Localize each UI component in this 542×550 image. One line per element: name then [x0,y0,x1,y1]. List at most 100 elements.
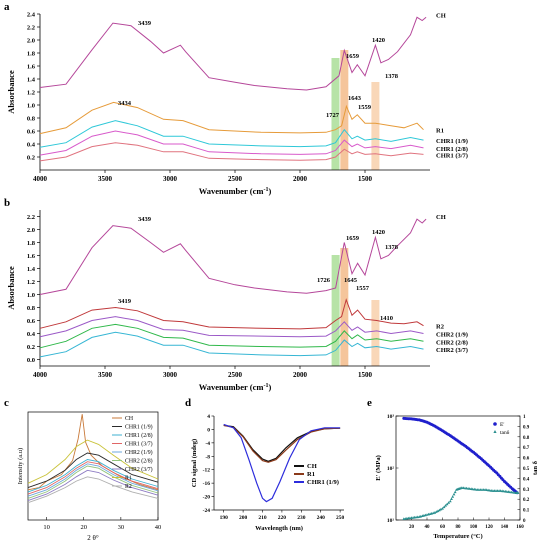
peak-annotation: 1420 [372,37,385,44]
peak-annotation: 1727 [326,112,340,119]
series-line [39,298,424,330]
series-label: R1 [436,128,444,135]
series-line [223,424,341,463]
panel-label-c: c [4,397,9,409]
series-label: CH [436,12,446,19]
panel-label-e: e [367,397,372,409]
chart-panel-b: 4000 3500 3000 2500 2000 1500 0.0 0.2 0.4 0.6 0.8 1… [6,210,468,392]
y-tick-label: 0.2 [27,155,35,162]
series-line [39,316,424,338]
data-point-tan-delta [441,507,444,510]
y-tick-label: 0.0 [27,357,35,364]
peak-annotation: 3439 [138,20,152,27]
x-tick-label: 3000 [163,371,178,379]
legend-label: tanδ [500,430,510,436]
y-tick-label: -16 [203,481,211,487]
y-tick-label: 1.0 [27,103,35,110]
series-line [39,218,427,295]
x-tick-label: 140 [501,525,509,530]
legend-label: CHR1 (3/7) [125,441,153,448]
y-tick-label: 0.6 [27,318,36,325]
y-tick-label: 1.4 [27,266,36,273]
series-label: CHR1 (1/9) [436,138,468,145]
data-point-tan-delta [438,508,441,512]
x-tick-label: 160 [516,525,524,530]
y2-tick-label: 0.2 [523,498,530,503]
series-label: R2 [436,324,444,331]
legend-label: CHR1 (2/8) [125,432,153,439]
series-line [27,439,159,484]
y2-tick-label: 0.7 [523,446,530,451]
y-tick-label: -20 [203,495,211,501]
x-axis-label: Temperature (°C) [433,533,482,540]
y-axis-label: Absorbance [6,266,16,310]
series-line [27,463,159,497]
legend-label: CHR2 (2/8) [125,458,153,465]
peak-annotation: 1559 [358,104,372,111]
x-axis-label: Wavelength (nm) [255,525,303,532]
x-axis-label: 2 θ° [87,534,99,542]
x-tick-label: 30 [118,524,125,531]
y-tick-label: 0.8 [27,305,36,312]
series-line [39,142,424,162]
peak-annotation: 1659 [346,235,360,242]
data-point-tan-delta [434,510,438,513]
legend-label: R2 [125,484,132,490]
y-axis-label: Absorbance [6,70,16,114]
peak-annotation: 1659 [346,53,360,60]
x-tick-label: 190 [220,515,229,521]
data-point-tan-delta [444,504,447,507]
data-point-tan-delta [450,497,453,500]
chart-panel-d: 190 200 210 220 230 240 250 4 0 -4 -8 -12 -16 -20 -24 W… [191,414,344,532]
x-tick-label: 20 [80,524,87,531]
series-line [39,331,424,358]
y-tick-label: 0.8 [27,116,36,123]
x-tick-label: 220 [278,515,287,521]
x-tick-label: 1500 [358,175,373,183]
y-axis-label: CD signal (mdeg) [191,439,198,487]
peak-annotation: 1726 [317,277,331,284]
peak-annotation: 1378 [385,73,399,80]
y2-tick-label: 1 [523,415,526,420]
x-tick-label: 3500 [98,371,113,379]
peak-annotation: 1643 [348,95,362,102]
x-tick-label: 230 [297,515,306,521]
y-tick-label: 0.4 [27,142,36,149]
series-line [27,459,159,493]
legend-label: CHR1 (1/9) [307,479,339,486]
x-tick-label: 3000 [163,175,178,183]
x-tick-label: 1500 [358,371,373,379]
x-tick-label: 200 [239,515,248,521]
y2-tick-label: 0 [523,519,526,524]
x-axis-label: Wavenumber (cm-1) [199,382,272,392]
y-tick-label: 0.4 [27,331,36,338]
legend-label: CHR1 (1/9) [125,424,153,431]
series-label: CHR2 (3/7) [436,347,468,354]
peak-annotation: 3439 [138,216,152,223]
x-tick-label: 80 [456,525,462,530]
y-tick-label: 1.2 [27,90,35,97]
y-tick-label: 1.6 [27,253,36,260]
y-tick-label: 0 [207,427,210,433]
series-line [39,16,427,91]
x-tick-label: 20 [409,525,415,530]
x-tick-label: 40 [155,524,162,531]
x-tick-label: 240 [317,515,326,521]
data-point-tan-delta [442,505,446,509]
series-line [223,424,341,462]
data-point-tan-delta [448,499,452,503]
series-line [39,120,424,148]
legend-label: CHR2 (3/7) [125,466,153,473]
highlight-band [340,50,349,170]
x-tick-label: 210 [258,515,267,521]
x-tick-label: 120 [485,525,493,530]
y-tick-label: 2.0 [27,227,35,234]
chart-panel-e: 20 40 60 80 100 120 140 160 10¹ 10² 10³ 0 0.1 0.2 0.3 0… [375,414,539,540]
plot-frame [27,411,159,521]
data-point-tan-delta [433,511,437,514]
y2-tick-label: 0.3 [523,488,530,493]
data-point-tan-delta [511,490,515,494]
y-tick-label: 10² [387,466,395,472]
y-tick-label: -8 [205,454,210,460]
